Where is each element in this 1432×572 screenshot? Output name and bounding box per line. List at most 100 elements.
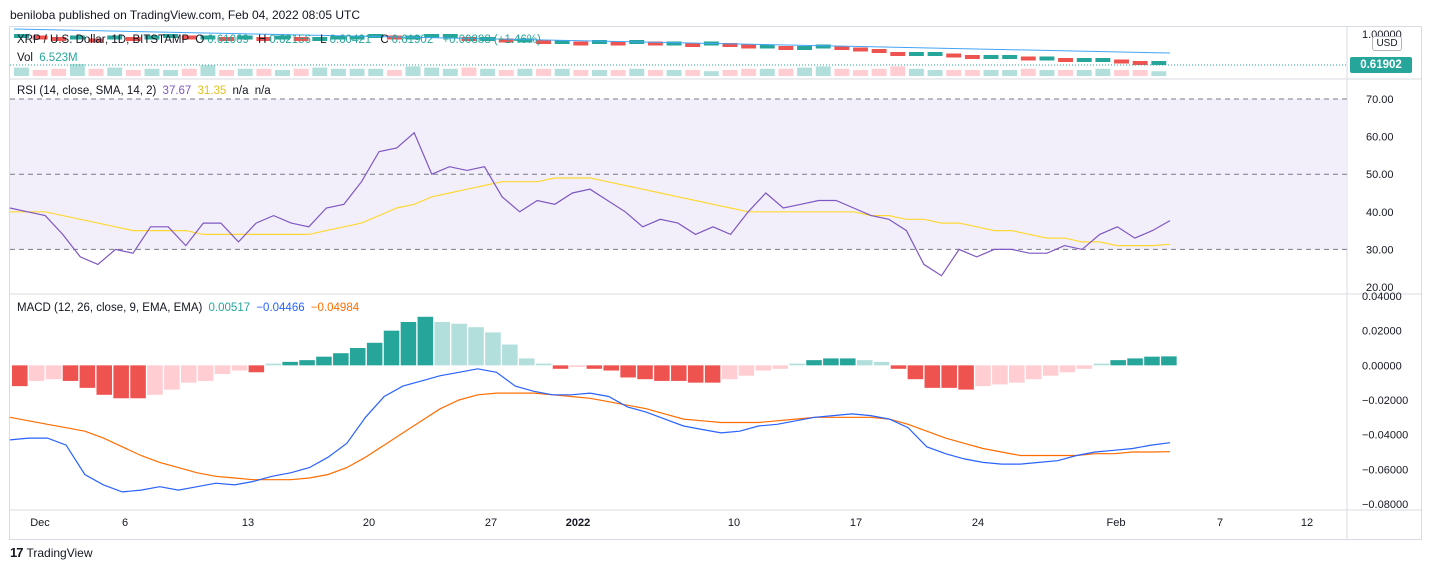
last-price-tag: 0.61902 [1350, 57, 1412, 73]
price-candle [834, 46, 850, 50]
rsi-axis-label: 50.00 [1366, 169, 1394, 181]
price-candle [927, 52, 943, 56]
macd-signal-line [9, 392, 1171, 481]
macd-histogram-bar [45, 365, 62, 380]
macd-histogram-bar [755, 365, 772, 371]
low-value: L 0.60421 [320, 34, 372, 46]
volume-bar [759, 68, 775, 76]
volume-legend: Vol 6.523M [17, 52, 81, 64]
macd-histogram-bar [890, 365, 907, 369]
macd-histogram-bar [552, 365, 569, 369]
macd-histogram-bar [417, 316, 434, 366]
volume-bar [722, 70, 738, 76]
macd-histogram-bar [265, 363, 282, 366]
price-candle [51, 37, 67, 41]
time-axis-label: Feb [1107, 517, 1126, 529]
volume-bar [219, 70, 235, 76]
footer-brand[interactable]: 17 TradingView [10, 545, 93, 560]
macd-histogram-bar [687, 365, 704, 383]
macd-histogram-bar [535, 363, 552, 366]
macd-histogram-bar [299, 360, 315, 366]
time-axis-label: Dec [30, 517, 50, 529]
volume-bar [405, 66, 421, 76]
price-candle [890, 52, 906, 56]
price-candle [536, 40, 551, 44]
macd-title[interactable]: MACD (12, 26, close, 9, EMA, EMA) [17, 302, 203, 314]
price-candle [368, 34, 384, 38]
macd-histogram-bar [316, 356, 332, 366]
price-candle [386, 35, 402, 40]
symbol-legend: XRP / U.S. Dollar, 1D, BITSTAMP O 0.61069… [17, 34, 544, 46]
volume-bar [964, 70, 980, 76]
tradingview-logo-icon: 17 [10, 545, 24, 560]
price-candle [107, 35, 123, 40]
volume-bar [480, 68, 496, 76]
price-candle [685, 43, 701, 47]
price-candle [256, 37, 272, 41]
rsi-axis-label: 30.00 [1366, 244, 1394, 256]
volume-bar [125, 70, 141, 76]
price-candle [424, 34, 440, 38]
macd-histogram-bar [400, 322, 417, 366]
macd-histogram-bar [282, 361, 298, 366]
volume-bar [983, 70, 999, 76]
macd-histogram-bar [1059, 365, 1076, 373]
time-axis-label: 10 [728, 517, 740, 529]
vol-value: 6.523M [39, 52, 78, 64]
volume-bar [107, 67, 123, 76]
volume-bar [14, 67, 29, 76]
price-candle [293, 37, 309, 41]
macd-axis-label: −0.02000 [1362, 395, 1408, 407]
macd-histogram-bar [958, 365, 974, 390]
chart-frame [9, 26, 1422, 540]
macd-histogram-bar [856, 360, 873, 366]
time-axis-label: 27 [485, 517, 497, 529]
volume-bar [629, 68, 645, 76]
volume-bar [741, 68, 757, 76]
macd-histogram-bar [164, 365, 180, 390]
macd-histogram-bar [907, 365, 924, 380]
rsi-axis-label: 20.00 [1366, 282, 1394, 294]
macd-histogram-bar [823, 358, 839, 366]
macd-histogram-bar [96, 365, 113, 395]
time-axis-label: 12 [1301, 517, 1313, 529]
currency-button[interactable]: USD [1372, 36, 1402, 51]
macd-histogram-bar [518, 358, 535, 366]
rsi-sma-value: 31.35 [197, 85, 227, 97]
price-candle [69, 35, 85, 40]
macd-histogram-bar [366, 342, 383, 366]
macd-histogram-bar [451, 323, 467, 366]
macd-histogram-bar [992, 365, 1008, 385]
price-candle [1114, 59, 1129, 64]
price-candle [871, 49, 887, 53]
volume-bar [256, 68, 272, 76]
volume-bar [386, 70, 402, 76]
macd-histogram-bar [248, 365, 265, 373]
rsi-title[interactable]: RSI (14, close, SMA, 14, 2) [17, 85, 157, 97]
change-value: +0.00888 (+1.46%) [442, 34, 541, 46]
symbol-name[interactable]: XRP / U.S. Dollar, 1D, BITSTAMP [17, 34, 190, 46]
macd-axis-label: −0.04000 [1362, 430, 1408, 442]
volume-bar [554, 68, 570, 76]
volume-bar [685, 70, 701, 76]
rsi-sma-line [10, 177, 1171, 247]
volume-bar [330, 68, 346, 76]
macd-histogram-bar [654, 365, 670, 381]
price-candle [144, 35, 160, 40]
volume-bar [517, 68, 533, 76]
macd-histogram-bar [468, 327, 484, 366]
price-candle [964, 55, 980, 59]
macd-histogram-bar [12, 365, 28, 387]
volume-bar [32, 70, 48, 76]
macd-histogram-bar [738, 365, 755, 376]
macd-histogram-bar [704, 365, 721, 383]
volume-bar [927, 70, 943, 76]
macd-axis-label: −0.06000 [1362, 464, 1408, 476]
macd-histogram-bar [62, 365, 79, 381]
price-candle [815, 44, 831, 49]
macd-axis-label: 0.00000 [1362, 360, 1402, 372]
price-candle [442, 34, 458, 38]
time-axis-label: 6 [122, 517, 128, 529]
publish-header: beniloba published on TradingView.com, F… [10, 8, 361, 22]
